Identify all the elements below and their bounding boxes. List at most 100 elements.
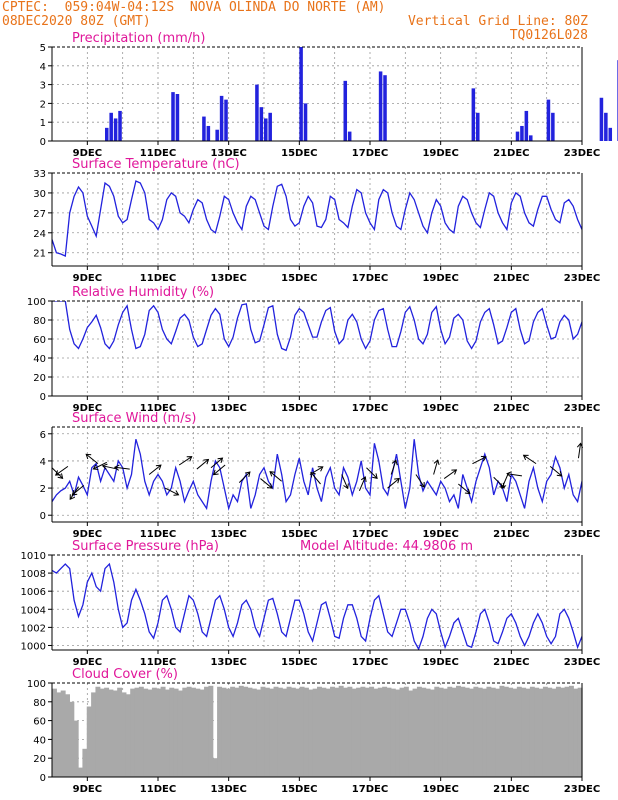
cloud-cover-bar bbox=[351, 688, 357, 777]
cloud-cover-bar bbox=[273, 686, 279, 777]
y-tick-label: 100 bbox=[27, 297, 46, 308]
wind-vector-head bbox=[522, 454, 529, 461]
wind-vector-shaft bbox=[549, 465, 563, 477]
x-tick-label: 17DEC bbox=[352, 148, 388, 159]
cloud-cover-bar bbox=[429, 689, 435, 777]
cloud-cover-bar bbox=[177, 690, 183, 777]
cloud-cover-bar bbox=[451, 687, 457, 777]
x-tick-label: 9DEC bbox=[73, 784, 102, 795]
y-tick-label: 60 bbox=[33, 335, 46, 346]
wind-vector-shaft bbox=[238, 471, 251, 483]
wind-vector-head bbox=[54, 470, 61, 476]
cloud-cover-bar bbox=[360, 686, 366, 777]
x-tick-label: 19DEC bbox=[422, 784, 458, 795]
wind-vector-head bbox=[394, 477, 400, 484]
wind-vector-shaft bbox=[93, 461, 107, 470]
cloud-cover-bar bbox=[347, 686, 353, 777]
cloud-cover-bar bbox=[364, 687, 370, 777]
cloud-cover-bar bbox=[573, 688, 579, 777]
y-tick-label: 2 bbox=[40, 99, 46, 110]
x-tick-label: 21DEC bbox=[493, 273, 529, 284]
cloud-cover-bar bbox=[473, 686, 479, 777]
cloud-cover-bar bbox=[386, 687, 392, 777]
cloud-cover-bar bbox=[534, 687, 540, 777]
cloud-cover-panel: Cloud Cover (%) 0 20 40 60 80 100 9DEC 11DEC 13DE… bbox=[27, 667, 600, 795]
precip-bar bbox=[268, 112, 272, 141]
precip-bar bbox=[264, 118, 268, 141]
x-tick-label: 11DEC bbox=[140, 403, 176, 414]
y-tick-label: 24 bbox=[33, 229, 46, 240]
cloud-cover-bar bbox=[434, 686, 440, 777]
y-tick-label: 27 bbox=[33, 209, 46, 220]
pressure-annotation: Model Altitude: 44.9806 m bbox=[300, 539, 473, 554]
cloud-cover-bar bbox=[299, 686, 305, 777]
wind-vector-head bbox=[92, 464, 99, 470]
x-tick-label: 21DEC bbox=[493, 657, 529, 668]
cloud-cover-bar bbox=[164, 689, 170, 777]
cloud-cover-bar bbox=[421, 687, 427, 777]
cloud-cover-bar bbox=[73, 720, 79, 777]
precip-bar bbox=[299, 47, 303, 141]
x-tick-label: 13DEC bbox=[210, 529, 246, 540]
cloud-cover-bar bbox=[95, 686, 101, 777]
cloud-cover-bar bbox=[160, 686, 166, 777]
cloud-cover-bar bbox=[138, 686, 144, 777]
cloud-cover-bar bbox=[564, 686, 570, 777]
cloud-cover-bar bbox=[230, 686, 236, 777]
cloud-cover-bar bbox=[82, 748, 88, 777]
cloud-cover-bar bbox=[312, 688, 318, 777]
cloud-cover-bar bbox=[425, 688, 431, 777]
precip-bar bbox=[224, 99, 228, 141]
cloud-cover-bar bbox=[521, 687, 527, 777]
x-tick-label: 9DEC bbox=[73, 657, 102, 668]
wind-vector-shaft bbox=[458, 483, 471, 494]
wind-panel: Surface Wind (m/s) 0 2 4 6 9DEC 11DEC 13DEC 15DE… bbox=[40, 411, 601, 540]
precip-bar bbox=[524, 110, 529, 141]
cloud-cover-bar bbox=[295, 688, 301, 777]
x-tick-label: 11DEC bbox=[140, 657, 176, 668]
pressure-title: Surface Pressure (hPa) bbox=[72, 539, 219, 554]
x-tick-label: 13DEC bbox=[210, 784, 246, 795]
precip-bar bbox=[105, 127, 109, 141]
y-tick-label: 1006 bbox=[21, 587, 46, 598]
wind-vector-shaft bbox=[577, 443, 582, 459]
cloud-cover-bar bbox=[78, 767, 84, 777]
cloud-cover-bar bbox=[212, 758, 218, 777]
cloud-cover-bar bbox=[225, 688, 231, 777]
x-tick-label: 17DEC bbox=[352, 657, 388, 668]
cloud-cover-bar bbox=[456, 685, 461, 777]
precip-bar bbox=[113, 118, 118, 141]
cloud-cover-bar bbox=[277, 687, 283, 777]
wind-vector-head bbox=[500, 483, 507, 490]
pressure-series-line bbox=[52, 562, 582, 650]
wind-vector-shaft bbox=[366, 467, 378, 479]
cloud-cover-bar bbox=[308, 689, 314, 777]
cloud-cover-bar bbox=[169, 687, 175, 777]
cloud-cover-bar bbox=[325, 688, 331, 777]
x-tick-label: 9DEC bbox=[73, 148, 102, 159]
cloud-cover-bar bbox=[330, 686, 335, 777]
x-tick-label: 23DEC bbox=[564, 529, 600, 540]
wind-vector-shaft bbox=[102, 465, 118, 470]
x-tick-label: 21DEC bbox=[493, 784, 529, 795]
cloud-cover-bar bbox=[568, 685, 574, 777]
wind-vector-head bbox=[480, 455, 487, 462]
x-tick-label: 15DEC bbox=[281, 148, 317, 159]
cloud-cover-bar bbox=[373, 688, 379, 777]
cloud-cover-bar bbox=[377, 687, 383, 777]
cloud-cover-bar bbox=[86, 706, 92, 777]
cloud-cover-bar bbox=[529, 686, 535, 777]
precip-bar bbox=[202, 116, 206, 141]
wind-vector-head bbox=[155, 464, 162, 471]
cloud-cover-bar bbox=[173, 688, 179, 777]
y-tick-label: 20 bbox=[33, 373, 46, 384]
cloud-cover-bar bbox=[134, 687, 140, 777]
wind-vector-shaft bbox=[501, 474, 509, 489]
x-tick-label: 17DEC bbox=[352, 273, 388, 284]
cloud-cover-bar bbox=[56, 692, 62, 777]
precip-bar bbox=[255, 84, 259, 141]
cloud-cover-bar bbox=[282, 688, 288, 777]
wind-vector-shaft bbox=[260, 478, 273, 489]
y-tick-label: 5 bbox=[40, 43, 46, 54]
